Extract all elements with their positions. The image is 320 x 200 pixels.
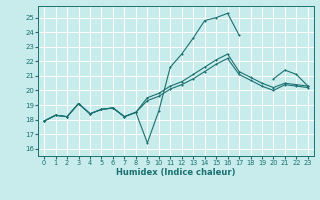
- X-axis label: Humidex (Indice chaleur): Humidex (Indice chaleur): [116, 168, 236, 177]
